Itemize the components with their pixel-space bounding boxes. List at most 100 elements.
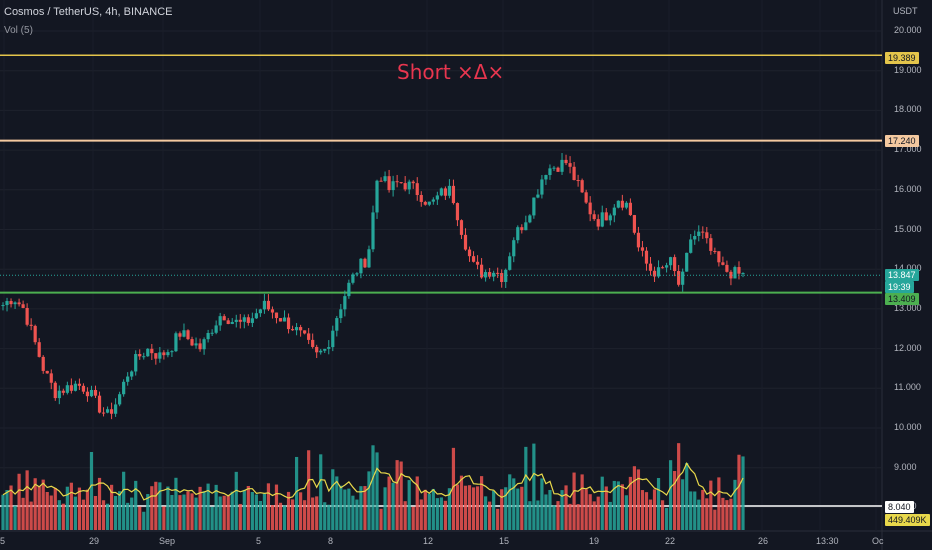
candle-body (182, 330, 186, 337)
time-tick-label: 26 (758, 536, 769, 546)
candle-body (729, 271, 733, 279)
volume-bar (9, 485, 13, 530)
candle-body (57, 390, 61, 399)
candle-body (323, 348, 327, 351)
candle-body (214, 325, 218, 333)
candle-body (307, 333, 311, 340)
candle-body (178, 333, 182, 337)
volume-bar (644, 492, 649, 530)
volume-indicator-label[interactable]: Vol (5) (4, 25, 33, 36)
candle-body (624, 202, 628, 208)
candle-body (652, 270, 657, 277)
candle-body (371, 212, 375, 250)
time-tick-label: 5 (256, 536, 262, 546)
volume-bar (399, 461, 403, 530)
candle-body (725, 264, 729, 272)
candle-body (399, 182, 403, 184)
volume-bar (154, 481, 158, 530)
candle-body (612, 207, 616, 216)
candle-body (548, 168, 552, 176)
candle-body (721, 262, 725, 265)
candle-body (660, 267, 665, 269)
volume-bar (371, 445, 375, 530)
volume-bar (552, 505, 556, 530)
volume-bar (693, 491, 697, 530)
volume-bar (311, 497, 315, 530)
candle-body (689, 239, 693, 253)
time-tick-label: 22 (665, 536, 676, 546)
volume-bar (488, 501, 492, 530)
volume-bar (351, 495, 355, 530)
candle-body (303, 330, 307, 334)
volume-bar (61, 503, 65, 530)
candle-body (290, 329, 295, 331)
symbol-title[interactable]: Cosmos / TetherUS, 4h, BINANCE (4, 6, 173, 18)
volume-bar (673, 471, 677, 530)
candle-body (158, 352, 162, 359)
volume-bar (616, 481, 620, 530)
volume-bar (178, 495, 182, 530)
candle-body (170, 351, 174, 353)
candle-body (351, 274, 355, 283)
candle-body (363, 258, 367, 268)
candle-body (37, 342, 41, 357)
candle-body (588, 202, 592, 215)
volume-bar (588, 494, 592, 530)
candle-body (367, 249, 371, 268)
volume-bar (210, 506, 214, 530)
candle-body (73, 383, 77, 391)
candle-body (681, 271, 685, 285)
volume-bar (608, 501, 612, 530)
candle-body (286, 317, 291, 330)
volume-bar (612, 480, 616, 530)
volume-bar (89, 451, 94, 530)
support-tag: 13.409 (885, 293, 919, 305)
candle-body (25, 307, 29, 325)
volume-bar (194, 497, 198, 530)
volume-bar (677, 443, 681, 530)
volume-bar (604, 486, 608, 530)
volume-bar (242, 489, 246, 530)
candle-body (114, 404, 118, 414)
candle-body (41, 356, 45, 371)
candle-body (238, 319, 242, 322)
candle-body (246, 317, 250, 323)
volume-bar (97, 477, 102, 530)
candle-body (604, 212, 608, 221)
countdown-tag: 19:39 (885, 281, 914, 293)
volume-bar (190, 493, 194, 530)
volume-bar (496, 508, 500, 530)
volume-bar (25, 470, 29, 530)
volume-bar (109, 484, 114, 530)
price-tick-label: 17.000 (894, 144, 922, 155)
volume-bar (689, 491, 693, 530)
candle-body (540, 179, 544, 195)
price-tick-label: 9.000 (894, 461, 917, 472)
candle-body (669, 257, 673, 266)
volume-bar (737, 454, 741, 530)
time-tick-label: Oc (872, 536, 884, 546)
candle-body (500, 273, 504, 282)
volume-bar (544, 494, 548, 530)
volume-bar (299, 492, 303, 530)
volume-bar (315, 496, 319, 530)
volume-bar (729, 498, 733, 530)
candle-body (21, 304, 25, 308)
candle-body (5, 301, 9, 306)
candle-body (520, 227, 524, 231)
volume-bar (355, 499, 359, 530)
volume-bar (45, 491, 49, 530)
price-tick-label: 20.000 (894, 25, 922, 35)
volume-bar (664, 508, 669, 530)
volume-bar (705, 498, 709, 530)
candle-body (435, 195, 439, 200)
candle-body (222, 316, 226, 321)
candle-body (447, 185, 452, 196)
candle-body (536, 194, 540, 198)
volume-bar (620, 484, 624, 530)
volume-bar (685, 463, 689, 530)
candle-body (146, 348, 150, 357)
time-tick-label: 29 (89, 536, 100, 546)
volume-bar (439, 497, 443, 530)
